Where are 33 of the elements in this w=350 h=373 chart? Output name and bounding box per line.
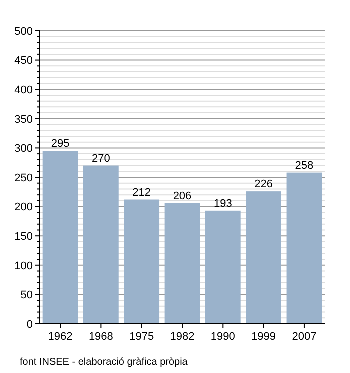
data-label: 270 [92,152,110,165]
data-label: 258 [295,160,314,172]
y-tick-label: 350 [14,114,33,126]
bar [246,192,282,324]
y-tick-label: 500 [14,26,33,38]
x-tick-label: 1990 [210,331,236,343]
data-label: 212 [132,186,152,199]
bar [205,210,241,324]
y-tick-label: 200 [14,202,33,214]
data-label: 193 [214,198,232,210]
y-tick-label: 0 [26,318,33,331]
y-tick-label: 100 [14,260,33,272]
bar [124,200,160,324]
y-tick-label: 300 [14,143,33,156]
data-label: 206 [173,190,192,202]
y-tick-label: 250 [14,172,33,184]
y-tick-label: 150 [14,230,33,243]
y-tick-label: 50 [20,290,33,302]
bar [42,151,78,324]
x-tick-label: 1999 [252,331,276,343]
bar [84,166,119,324]
bar [286,172,322,324]
y-tick-label: 400 [14,84,33,96]
x-tick-label: 1962 [48,331,73,343]
data-label: 295 [51,138,70,150]
data-label: 226 [254,178,273,191]
y-tick-label: 450 [14,55,33,68]
x-tick-label: 1982 [170,331,195,343]
text: font INSEE - elaboració gràfica pròpia [20,357,188,368]
x-tick-label: 2007 [292,331,317,343]
bar [164,203,200,324]
x-tick-label: 1975 [130,331,154,343]
x-tick-label: 1968 [88,331,114,343]
